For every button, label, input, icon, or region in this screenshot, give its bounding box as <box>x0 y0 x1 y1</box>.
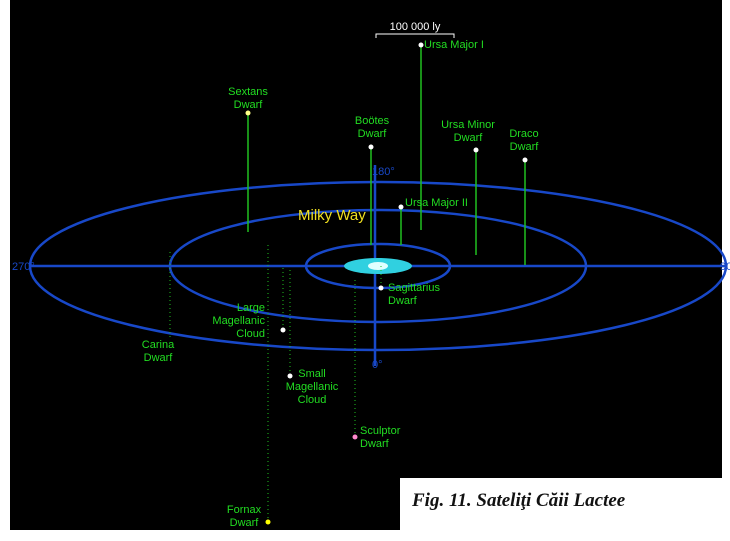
angle-label: 0° <box>372 359 383 371</box>
satellite-label: Draco <box>509 128 538 140</box>
satellite-dot <box>418 42 424 48</box>
satellite-label: Dwarf <box>360 438 390 450</box>
satellite-dot <box>368 144 374 150</box>
satellite-dot <box>352 434 358 440</box>
satellite-dot <box>280 327 286 333</box>
satellite-label: Ursa Major I <box>424 39 484 51</box>
satellite-label: Dwarf <box>388 295 418 307</box>
galaxy-label: Milky Way <box>298 207 366 224</box>
scale-bar <box>375 33 455 38</box>
angle-label: 90° <box>720 261 730 273</box>
satellite-dot <box>522 157 528 163</box>
satellite-label: Magellanic <box>212 315 265 327</box>
satellite-label: Boötes <box>355 115 390 127</box>
satellite-label: Large <box>237 302 265 314</box>
satellite-label: Dwarf <box>234 99 264 111</box>
angle-label: 180° <box>372 166 395 178</box>
satellite-label: Dwarf <box>230 517 260 529</box>
satellite-label: Dwarf <box>454 132 484 144</box>
satellite-dot <box>245 110 251 116</box>
satellite-label: Fornax <box>227 504 262 516</box>
satellite-label: Small <box>298 368 326 380</box>
caption-box <box>400 478 722 530</box>
satellite-dot <box>398 204 404 210</box>
core-center <box>368 262 388 270</box>
satellite-label: Dwarf <box>358 128 388 140</box>
satellite-label: Ursa Minor <box>441 119 495 131</box>
caption: Fig. 11. Sateliţi Căii Lactee <box>411 490 626 511</box>
satellite-label: Ursa Major II <box>405 197 468 209</box>
satellite-label: Sagittarius <box>388 282 440 294</box>
angle-label: 270° <box>12 261 35 273</box>
satellite-label: Magellanic <box>286 381 339 393</box>
satellite-label: Cloud <box>236 328 265 340</box>
satellite-label: Dwarf <box>510 141 540 153</box>
satellite-dot <box>265 519 271 525</box>
satellite-label: Dwarf <box>144 352 174 364</box>
satellite-label: Carina <box>142 339 175 351</box>
satellite-dot <box>378 285 384 291</box>
satellite-label: Cloud <box>298 394 327 406</box>
satellite-label: Sextans <box>228 86 268 98</box>
satellite-label: Sculptor <box>360 425 401 437</box>
satellite-dot <box>473 147 479 153</box>
scale-label: 100 000 ly <box>390 21 441 33</box>
satellite-dot <box>287 373 293 379</box>
